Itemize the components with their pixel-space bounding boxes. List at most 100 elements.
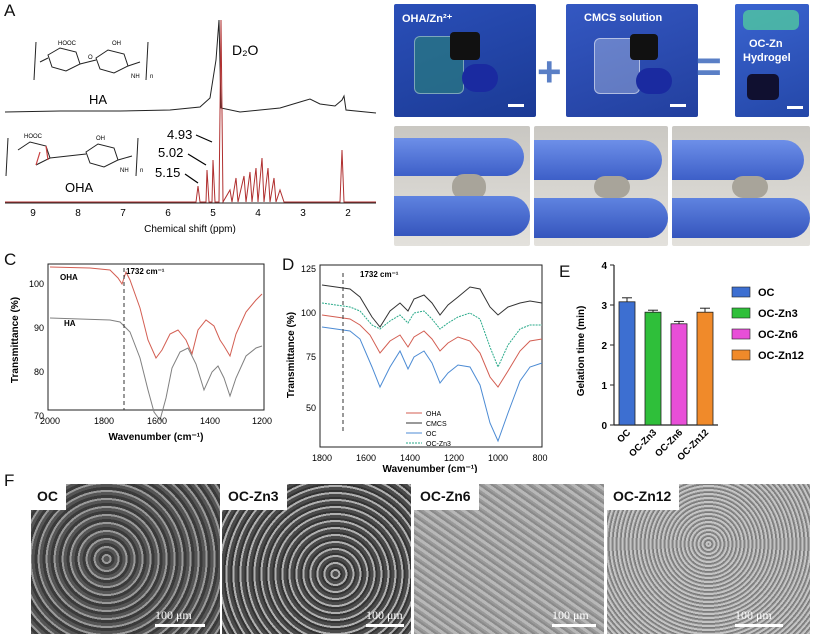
nmr-tick-9: 9 xyxy=(30,208,36,219)
ftir-d-panel: 1732 cm⁻¹ OHA CMCS OC OC-Zn3 125 100 75 … xyxy=(286,264,548,473)
panel-letter-f: F xyxy=(4,471,15,490)
sem-scale-text-oczn3: 100 μm xyxy=(366,608,403,622)
glove-bottom-3 xyxy=(672,198,810,238)
bar-oc-zn12 xyxy=(696,311,714,426)
vial-cap-2 xyxy=(630,34,658,60)
peak-label-515: 5.15 xyxy=(155,165,180,180)
ha-spectrum-line xyxy=(4,19,377,114)
legend-label-oc-zn3: OC-Zn3 xyxy=(758,308,798,320)
glove-top-3 xyxy=(672,140,804,180)
glove-top-2 xyxy=(534,140,662,180)
ftir-c-ha-line xyxy=(49,317,263,422)
ftir-c-frame xyxy=(47,263,265,411)
ftir-d-ytick-100: 100 xyxy=(301,308,316,318)
legend-label-oczn3: OC-Zn3 xyxy=(426,441,451,448)
peak-label-502: 5.02 xyxy=(158,145,183,160)
nmr-x-ticks: 9 8 7 6 5 4 3 2 xyxy=(30,208,351,219)
ftir-c-xlabel: Wavenumber (cm⁻¹) xyxy=(109,432,204,443)
legend-label-oc: OC xyxy=(426,431,437,438)
bar-chart-ytick-label: 4 xyxy=(601,261,607,272)
ha-atom-n: n xyxy=(150,74,153,80)
panel-letter-e: E xyxy=(559,262,571,281)
sem-scale-text-oczn12: 100 μm xyxy=(735,608,772,622)
ftir-d-xtick-1600: 1600 xyxy=(356,453,376,463)
ha-label: HA xyxy=(89,92,107,107)
sem-scale-bar-oc xyxy=(155,624,205,627)
bar-oc-zn3 xyxy=(644,311,662,426)
ftir-d-xtick-800: 800 xyxy=(532,453,547,463)
ftir-d-xtick-1400: 1400 xyxy=(400,453,420,463)
sem-label-oczn6: OC-Zn6 xyxy=(414,484,479,510)
sem-scale-bar-oczn3 xyxy=(366,624,404,627)
ftir-c-xtick-1800: 1800 xyxy=(94,416,114,426)
nmr-tick-5: 5 xyxy=(210,208,216,219)
plus-sign: + xyxy=(537,48,562,95)
glove-bottom-2 xyxy=(534,198,668,238)
oha-aldehyde-mark xyxy=(35,145,49,166)
nmr-tick-4: 4 xyxy=(255,208,261,219)
panel-letter-d: D xyxy=(282,255,295,274)
ftir-d-ytick-50: 50 xyxy=(306,403,316,413)
legend-swatch-oc-zn6 xyxy=(731,328,751,340)
photo-label-hydrogel-2: Hydrogel xyxy=(743,52,791,64)
ha-atom-nh: NH xyxy=(131,74,140,80)
gelation-bar-chart: Gelation time (min) 01234OCOC-Zn3OC-Zn6O… xyxy=(576,261,804,463)
nmr-tick-2: 2 xyxy=(345,208,351,219)
scale-bar-b2 xyxy=(670,104,686,107)
photo-label-hydrogel-1: OC-Zn xyxy=(749,38,783,50)
legend-label-cmcs: CMCS xyxy=(426,421,447,428)
ftir-d-ohazn-line xyxy=(321,302,542,369)
nmr-x-label: Chemical shift (ppm) xyxy=(144,224,236,235)
ha-atom-oh: OH xyxy=(112,41,121,47)
photo-finger-1 xyxy=(394,126,530,246)
ftir-d-legend: OHA CMCS OC OC-Zn3 xyxy=(406,411,451,448)
ftir-c-annotation: 1732 cm⁻¹ xyxy=(126,267,165,276)
ftir-d-xtick-1200: 1200 xyxy=(444,453,464,463)
sem-label-oczn12: OC-Zn12 xyxy=(607,484,680,510)
sem-image-oczn6: OC-Zn6 100 μm xyxy=(414,484,604,634)
ftir-d-annotation: 1732 cm⁻¹ xyxy=(360,270,399,279)
legend-swatch-oc-zn12 xyxy=(731,349,751,361)
equals-sign: = xyxy=(696,42,722,91)
oha-atom-n: n xyxy=(140,168,143,174)
peak-label-493: 4.93 xyxy=(167,127,192,142)
ftir-c-xtick-1600: 1600 xyxy=(147,416,167,426)
ftir-d-ylabel: Transmittance (%) xyxy=(286,312,297,398)
photo-hydrogel: OC-Zn Hydrogel xyxy=(735,4,809,117)
cap-blue xyxy=(462,64,498,92)
sem-image-oc: OC 100 μm xyxy=(31,484,220,634)
ftir-c-ytick-100: 100 xyxy=(29,279,44,289)
ftir-d-xlabel: Wavenumber (cm⁻¹) xyxy=(383,464,478,473)
ftir-c-label-ha: HA xyxy=(64,319,76,328)
ftir-d-xtick-1800: 1800 xyxy=(312,453,332,463)
peak-arrow-502 xyxy=(187,153,207,166)
ftir-c-ylabel: Transmittance (%) xyxy=(10,297,21,383)
photo-cmcs: CMCS solution xyxy=(566,4,698,117)
ftir-c-ytick-70: 70 xyxy=(34,411,44,421)
cap-blue-2 xyxy=(636,68,672,94)
ha-atom-hooc: HOOC xyxy=(58,41,77,47)
oha-spectrum-line xyxy=(5,19,376,204)
ftir-c-xtick-1200: 1200 xyxy=(252,416,272,426)
oha-atom-nh: NH xyxy=(120,168,129,174)
oha-structure xyxy=(5,137,139,177)
scale-bar-b3 xyxy=(787,106,803,109)
scale-bar-b1 xyxy=(508,104,524,107)
cap-dark xyxy=(747,74,779,100)
peak-arrow-493 xyxy=(195,134,213,143)
ftir-c-ytick-90: 90 xyxy=(34,323,44,333)
glove-top-1 xyxy=(394,138,524,176)
ftir-c-oha-line xyxy=(49,266,263,359)
hydrogel-sample-2 xyxy=(594,176,630,198)
oha-atom-hooc: HOOC xyxy=(24,134,43,140)
hydrogel-sample-3 xyxy=(732,176,768,198)
sem-scale-text-oczn6: 100 μm xyxy=(552,608,589,622)
vial-hydrogel-inverted xyxy=(743,10,799,30)
nmr-solvent-label: D₂O xyxy=(232,42,259,58)
sem-scale-bar-oczn6 xyxy=(552,624,596,627)
legend-swatch-oc-zn3 xyxy=(731,307,751,319)
bar-oc xyxy=(618,301,636,426)
ftir-d-xtick-1000: 1000 xyxy=(488,453,508,463)
nmr-tick-7: 7 xyxy=(120,208,126,219)
ha-atom-o: O xyxy=(88,55,93,61)
